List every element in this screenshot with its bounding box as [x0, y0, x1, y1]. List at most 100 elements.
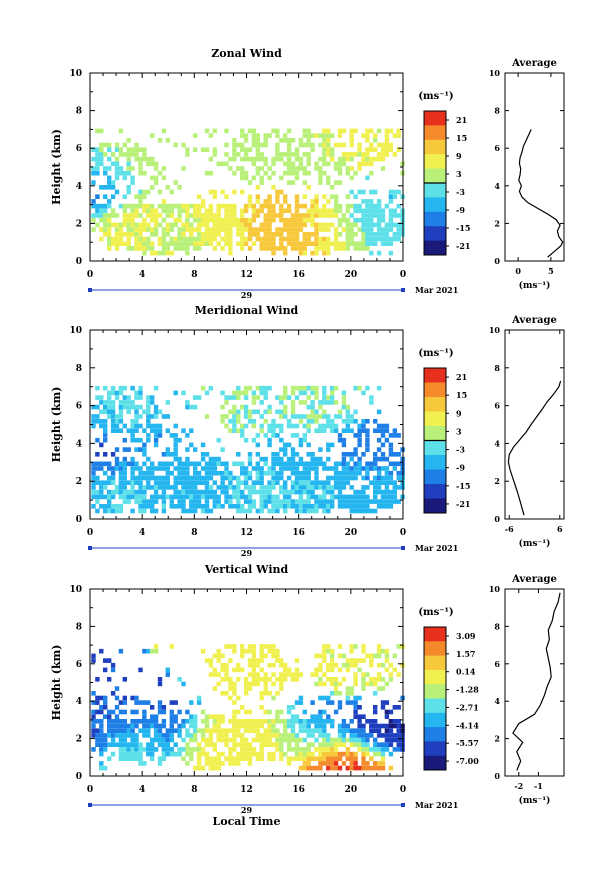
heatmap-cell	[153, 433, 159, 438]
heatmap-cell	[110, 489, 116, 495]
colorbar-swatch	[424, 144, 446, 148]
heatmap-cell	[361, 208, 366, 214]
heatmap-cell	[193, 719, 198, 724]
heatmap-cell	[181, 681, 186, 687]
heatmap-cell	[314, 409, 319, 415]
heatmap-cell	[290, 485, 296, 490]
heatmap-cell	[150, 742, 155, 747]
heatmap-cell	[130, 508, 135, 514]
heatmap-cell	[243, 395, 249, 400]
heatmap-cell	[286, 147, 292, 152]
heatmap-cell	[267, 677, 272, 682]
heatmap-cell	[263, 156, 268, 162]
heatmap-cell	[384, 733, 390, 738]
heatmap-cell	[146, 728, 151, 733]
heatmap-cell	[353, 681, 358, 687]
heatmap-cell	[330, 765, 335, 771]
heatmap-cell	[142, 709, 147, 715]
heatmap-cell	[318, 719, 323, 724]
heatmap-cell	[232, 747, 237, 752]
heatmap-cell	[380, 700, 386, 705]
heatmap-cell	[365, 475, 370, 481]
heatmap-cell	[330, 756, 335, 761]
heatmap-cell	[267, 709, 272, 715]
heatmap-cell	[138, 667, 143, 673]
heatmap-cell	[118, 236, 124, 242]
heatmap-cell	[392, 466, 397, 471]
heatmap-cell	[243, 737, 249, 743]
heatmap-cell	[236, 152, 241, 157]
heatmap-cell	[153, 747, 159, 752]
colorbar-swatch	[424, 368, 446, 371]
heatmap-cell	[337, 700, 343, 705]
heatmap-cell	[330, 742, 335, 747]
heatmap-cell	[322, 695, 327, 701]
heatmap-cell	[353, 737, 358, 743]
heatmap-cell	[157, 677, 163, 682]
heatmap-cell	[255, 480, 260, 485]
heatmap-cell	[330, 489, 335, 495]
heatmap-cell	[283, 227, 288, 232]
heatmap-cell	[294, 166, 300, 171]
x-tick-label: 4	[139, 528, 145, 538]
heatmap-cell	[361, 232, 366, 237]
heatmap-cell	[228, 686, 233, 691]
heatmap-cell	[286, 128, 292, 134]
heatmap-cell	[326, 227, 331, 232]
heatmap-cell	[290, 236, 296, 242]
heatmap-cell	[107, 756, 112, 761]
colorbar-swatch	[424, 149, 446, 153]
heatmap-cell	[330, 475, 335, 481]
heatmap-cell	[126, 747, 131, 752]
heatmap-cell	[157, 203, 163, 209]
heatmap-cell	[314, 395, 319, 400]
heatmap-cell	[255, 170, 260, 176]
heatmap-cell	[177, 466, 182, 471]
heatmap-cell	[384, 466, 390, 471]
heatmap-cell	[236, 504, 241, 509]
heatmap-cell	[146, 742, 151, 747]
heatmap-cell	[200, 385, 206, 391]
heatmap-cell	[267, 208, 272, 214]
heatmap-cell	[240, 428, 245, 433]
heatmap-cell	[259, 742, 264, 747]
colorbar-tick-label: 3	[456, 426, 462, 436]
colorbar-swatch	[424, 204, 446, 208]
heatmap-cell	[263, 733, 268, 738]
heatmap-cell	[243, 133, 249, 138]
heatmap-cell	[236, 390, 241, 396]
heatmap-cell	[392, 485, 397, 490]
heatmap-cell	[91, 747, 96, 752]
heatmap-cell	[290, 456, 296, 462]
heatmap-cell	[232, 756, 237, 761]
heatmap-cell	[330, 152, 335, 157]
heatmap-cell	[322, 241, 327, 246]
heatmap-cell	[251, 156, 257, 162]
heatmap-cell	[330, 466, 335, 471]
heatmap-cell	[357, 437, 362, 443]
heatmap-cell	[330, 156, 335, 162]
colorbar-swatch	[424, 672, 446, 676]
heatmap-cell	[247, 728, 253, 733]
heatmap-cell	[118, 414, 124, 419]
heatmap-cell	[322, 236, 327, 242]
heatmap-cell	[365, 761, 370, 766]
heatmap-cell	[396, 227, 401, 232]
heatmap-cell	[380, 504, 386, 509]
colorbar-swatch	[424, 226, 446, 230]
heatmap-cell	[232, 461, 237, 467]
heatmap-cell	[279, 686, 284, 691]
heatmap-cell	[271, 756, 276, 761]
heatmap-cell	[236, 414, 241, 419]
heatmap-cell	[326, 644, 331, 649]
colorbar-swatch	[424, 734, 446, 738]
heatmap-cell	[298, 217, 304, 223]
colorbar-swatch	[424, 445, 446, 449]
heatmap-cell	[99, 751, 104, 757]
heatmap-cell	[169, 241, 174, 246]
heatmap-cell	[204, 414, 210, 419]
heatmap-cell	[138, 170, 143, 176]
heatmap-cell	[110, 194, 116, 199]
heatmap-cell	[228, 156, 233, 162]
heatmap-cell	[298, 456, 304, 462]
